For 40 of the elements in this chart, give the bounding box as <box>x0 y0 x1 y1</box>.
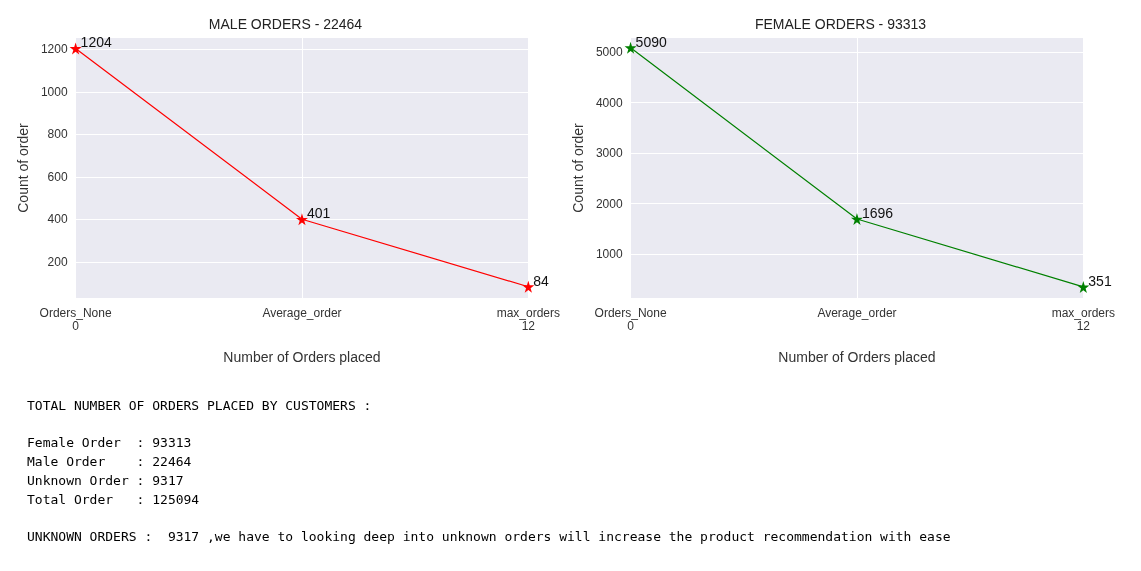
text: Female Order : 93313 <box>27 434 193 452</box>
data-label: 1204 <box>80 34 112 51</box>
y-tick-label: 600 <box>47 169 68 184</box>
y-axis-title: Count of order <box>15 122 31 213</box>
chart-title: MALE ORDERS - 22464 <box>208 16 363 32</box>
point <box>295 213 308 226</box>
y-tick-label: 2000 <box>595 196 623 211</box>
data-label: 5090 <box>635 33 667 50</box>
data-label: 401 <box>306 205 331 222</box>
y-axis-title: Count of order <box>570 122 586 213</box>
y-tick-label: 200 <box>47 255 68 270</box>
x-tick-label: Average_order <box>262 305 342 320</box>
point <box>522 280 535 293</box>
data-label: 351 <box>1088 272 1112 289</box>
text: Total Order : 125094 <box>27 491 201 509</box>
text: TOTAL NUMBER OF ORDERS PLACED BY CUSTOMERS : <box>27 397 373 415</box>
y-tick-label: 4000 <box>595 95 623 110</box>
y-tick-label: 3000 <box>595 146 623 161</box>
x-tick-label: max_orders 12 <box>1051 305 1115 333</box>
data-label: 1696 <box>861 205 894 222</box>
x-tick-label: Orders_None 0 <box>39 305 112 333</box>
point <box>69 42 82 55</box>
y-tick-label: 1200 <box>40 42 68 57</box>
y-tick-label: 5000 <box>595 45 623 60</box>
text: Male Order : 22464 <box>27 453 193 471</box>
y-tick-label: 400 <box>47 212 68 227</box>
x-tick-label: Orders_None 0 <box>594 305 667 333</box>
chart-title: FEMALE ORDERS - 93313 <box>754 16 927 32</box>
y-tick-label: 1000 <box>40 84 68 99</box>
x-tick-label: Average_order <box>817 305 897 320</box>
data-label: 84 <box>533 272 550 289</box>
point <box>850 213 863 226</box>
x-tick-label: max_orders 12 <box>496 305 560 333</box>
y-tick-label: 800 <box>47 127 68 142</box>
x-axis-title: Number of Orders placed <box>778 349 936 365</box>
y-tick-label: 1000 <box>595 247 623 262</box>
text: UNKNOWN ORDERS : 9317 ,we have to looking deep into unknown orders will increase the product recommendation with ease <box>27 528 952 546</box>
point <box>624 41 637 54</box>
x-axis-title: Number of Orders placed <box>223 349 381 365</box>
text: Unknown Order : 9317 <box>27 472 185 490</box>
